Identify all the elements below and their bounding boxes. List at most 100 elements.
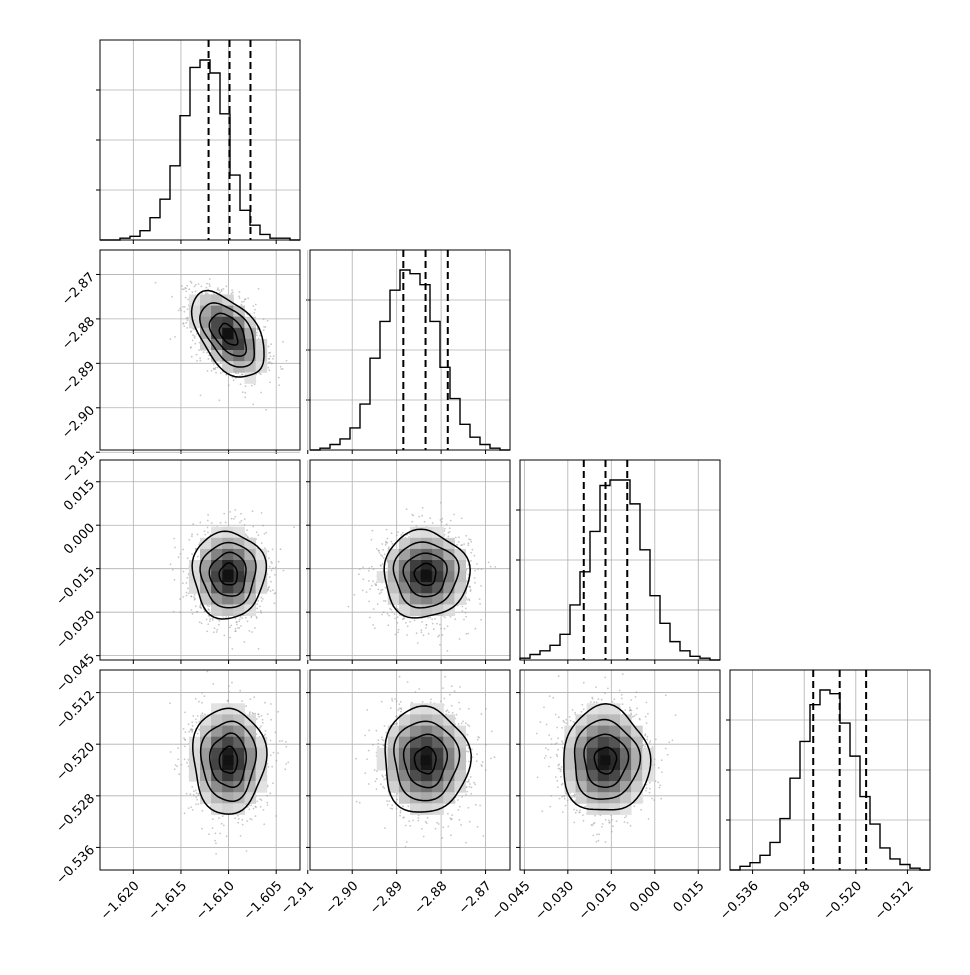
scatter-point [373, 568, 375, 570]
scatter-point [207, 532, 209, 534]
scatter-point [199, 621, 201, 623]
scatter-point [271, 570, 273, 572]
scatter-point [200, 395, 202, 397]
scatter-point [396, 535, 398, 537]
scatter-point [438, 635, 440, 637]
scatter-point [382, 549, 384, 551]
scatter-point [470, 560, 472, 562]
scatter-point [236, 624, 238, 626]
scatter-point [380, 591, 382, 593]
scatter-point [181, 285, 183, 287]
scatter-point [191, 609, 193, 611]
scatter-point [402, 618, 404, 620]
density-cell [244, 604, 256, 616]
scatter-point [225, 616, 227, 618]
panel-1-1 [306, 250, 510, 454]
scatter-point [380, 564, 382, 566]
scatter-point [468, 538, 470, 540]
scatter-point [270, 343, 272, 345]
scatter-point [280, 368, 282, 370]
scatter-point [468, 542, 470, 544]
scatter-point [395, 634, 397, 636]
scatter-point [244, 641, 246, 643]
scatter-point [359, 568, 361, 570]
scatter-point [245, 385, 247, 387]
y-tick-label: −2.90 [59, 403, 98, 442]
scatter-point [376, 548, 378, 550]
scatter-point [198, 283, 200, 285]
scatter-point [481, 568, 483, 570]
scatter-point [241, 304, 243, 306]
scatter-point [155, 282, 157, 284]
scatter-point [372, 580, 374, 582]
scatter-point [385, 544, 387, 546]
scatter-point [254, 627, 256, 629]
scatter-point [418, 516, 420, 518]
scatter-point [447, 650, 449, 652]
scatter-point [199, 522, 201, 524]
scatter-point [271, 562, 273, 564]
scatter-point [353, 594, 355, 596]
scatter-point [223, 288, 225, 290]
scatter-point [219, 399, 221, 401]
scatter-point [217, 287, 219, 289]
scatter-point [211, 522, 213, 524]
scatter-point [192, 328, 194, 330]
scatter-point [406, 508, 408, 510]
scatter-point [237, 627, 239, 629]
scatter-point [421, 629, 423, 631]
scatter-point [198, 349, 200, 351]
scatter-point [268, 362, 270, 364]
scatter-point [238, 296, 240, 298]
scatter-point [461, 544, 463, 546]
scatter-point [186, 285, 188, 287]
density-cell [244, 328, 256, 340]
scatter-point [372, 530, 374, 532]
scatter-point [394, 613, 396, 615]
scatter-point [186, 595, 188, 597]
scatter-point [462, 606, 464, 608]
scatter-point [244, 396, 246, 398]
scatter-point [269, 382, 271, 384]
scatter-point [423, 634, 425, 636]
scatter-point [424, 521, 426, 523]
density-cell [189, 306, 201, 318]
scatter-point [458, 541, 460, 543]
scatter-point [244, 524, 246, 526]
scatter-point [369, 588, 371, 590]
scatter-point [173, 538, 175, 540]
scatter-point [479, 598, 481, 600]
scatter-point [229, 511, 231, 513]
scatter-point [465, 612, 467, 614]
scatter-point [206, 619, 208, 621]
scatter-point [247, 621, 249, 623]
scatter-point [268, 551, 270, 553]
scatter-point [207, 514, 209, 516]
scatter-point [369, 617, 371, 619]
scatter-point [381, 543, 383, 545]
scatter-point [209, 285, 211, 287]
scatter-point [274, 574, 276, 576]
scatter-point [378, 550, 380, 552]
scatter-point [444, 617, 446, 619]
scatter-point [260, 392, 262, 394]
scatter-point [192, 340, 194, 342]
scatter-point [223, 513, 225, 515]
scatter-point [185, 322, 187, 324]
scatter-point [379, 552, 381, 554]
scatter-point [278, 384, 280, 386]
density-cell [233, 571, 245, 583]
scatter-point [429, 517, 431, 519]
scatter-point [463, 543, 465, 545]
scatter-point [235, 621, 237, 623]
scatter-point [383, 600, 385, 602]
scatter-point [187, 557, 189, 559]
scatter-point [213, 631, 215, 633]
scatter-point [194, 337, 196, 339]
panel-0-0 [96, 40, 300, 244]
scatter-point [390, 541, 392, 543]
scatter-point [262, 525, 264, 527]
scatter-point [384, 554, 386, 556]
scatter-point [217, 367, 219, 369]
scatter-point [241, 520, 243, 522]
